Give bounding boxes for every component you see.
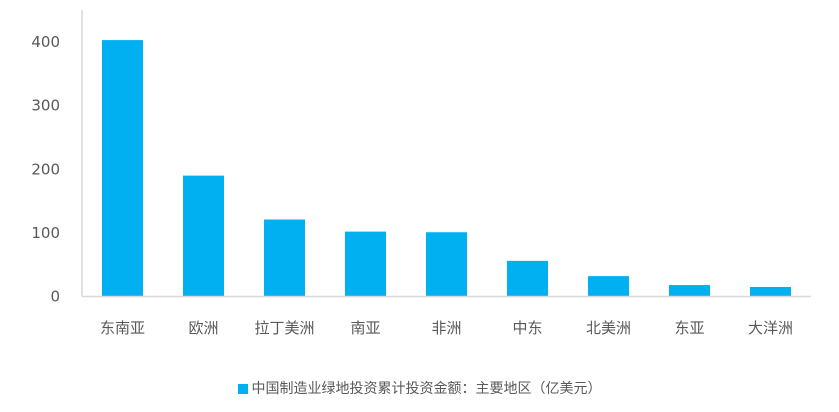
bar (183, 175, 224, 297)
bar (750, 286, 791, 297)
x-tick-label: 东亚 (674, 319, 704, 337)
x-tick-label: 欧洲 (188, 319, 218, 337)
bar (588, 276, 629, 297)
legend-label: 中国制造业绿地投资累计投资金额：主要地区（亿美元） (251, 381, 602, 397)
bar (507, 260, 548, 297)
bar (669, 285, 710, 297)
x-tick-label: 大洋洲 (748, 319, 793, 337)
x-tick-label: 南亚 (350, 319, 380, 337)
bar-chart: 0 100 200 300 400 东南亚 欧洲 拉丁美洲 南亚 非洲 中东 北美洲 东亚 大洋洲 (31, 10, 811, 337)
bar (426, 232, 467, 297)
x-tick-label: 北美洲 (586, 319, 631, 337)
x-tick-label: 非洲 (431, 319, 461, 337)
y-tick-label: 400 (31, 33, 60, 51)
y-tick-label: 0 (50, 288, 60, 306)
y-tick-label: 200 (31, 160, 60, 178)
bar (102, 40, 143, 297)
legend-swatch (237, 384, 248, 394)
x-tick-label: 东南亚 (100, 319, 145, 337)
y-tick-label: 100 (31, 224, 60, 242)
bar (345, 231, 386, 297)
x-tick-label: 拉丁美洲 (254, 319, 314, 337)
y-tick-label: 300 (31, 97, 60, 115)
legend: 中国制造业绿地投资累计投资金额：主要地区（亿美元） (0, 378, 839, 398)
x-tick-label: 中东 (512, 319, 542, 337)
bar (264, 219, 305, 297)
